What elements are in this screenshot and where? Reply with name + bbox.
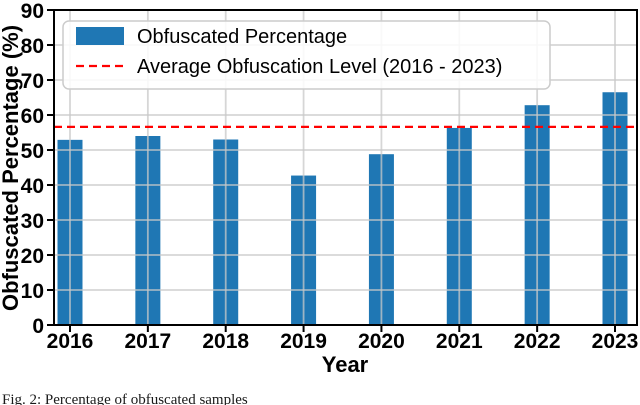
x-tick-label-2022: 2022 bbox=[514, 330, 561, 353]
legend-label-average-level: Average Obfuscation Level (2016 - 2023) bbox=[137, 56, 502, 78]
y-tick-label-80: 80 bbox=[21, 35, 44, 58]
y-tick-label-40: 40 bbox=[21, 175, 44, 198]
y-tick-label-0: 0 bbox=[32, 315, 44, 338]
legend-box bbox=[62, 20, 551, 90]
y-tick-label-30: 30 bbox=[21, 210, 44, 233]
y-tick-label-70: 70 bbox=[21, 70, 44, 93]
x-tick-label-2021: 2021 bbox=[436, 330, 483, 353]
x-tick-label-2023: 2023 bbox=[592, 330, 639, 353]
y-axis-label: Obfuscated Percentage (%) bbox=[0, 25, 23, 311]
y-tick-label-50: 50 bbox=[21, 140, 44, 163]
legend-label-obfuscated-percentage: Obfuscated Percentage bbox=[137, 26, 347, 48]
y-tick-label-20: 20 bbox=[21, 245, 44, 268]
y-tick-label-90: 90 bbox=[21, 0, 44, 23]
plot-border bbox=[53, 9, 638, 326]
y-tick-label-10: 10 bbox=[21, 280, 44, 303]
legend: Obfuscated Percentage Average Obfuscatio… bbox=[62, 20, 551, 90]
x-tick-label-2017: 2017 bbox=[124, 330, 171, 353]
x-tick-label-2016: 2016 bbox=[47, 330, 94, 353]
figure-caption: Fig. 2: Percentage of obfuscated samples bbox=[2, 392, 248, 405]
axis-ticks-group bbox=[47, 9, 616, 332]
x-tick-label-2019: 2019 bbox=[280, 330, 327, 353]
bar-chart-svg: 0 10 20 30 40 50 60 70 80 90 2016 2017 2018 2019 2020 2… bbox=[0, 0, 639, 377]
x-tick-label-2020: 2020 bbox=[358, 330, 405, 353]
tick-labels-group: 0 10 20 30 40 50 60 70 80 90 2016 2017 2018 2019 2020 2… bbox=[21, 0, 639, 353]
legend-bar-swatch-icon bbox=[76, 27, 124, 45]
y-tick-label-60: 60 bbox=[21, 105, 44, 128]
x-tick-label-2018: 2018 bbox=[202, 330, 249, 353]
x-axis-label: Year bbox=[322, 352, 369, 377]
